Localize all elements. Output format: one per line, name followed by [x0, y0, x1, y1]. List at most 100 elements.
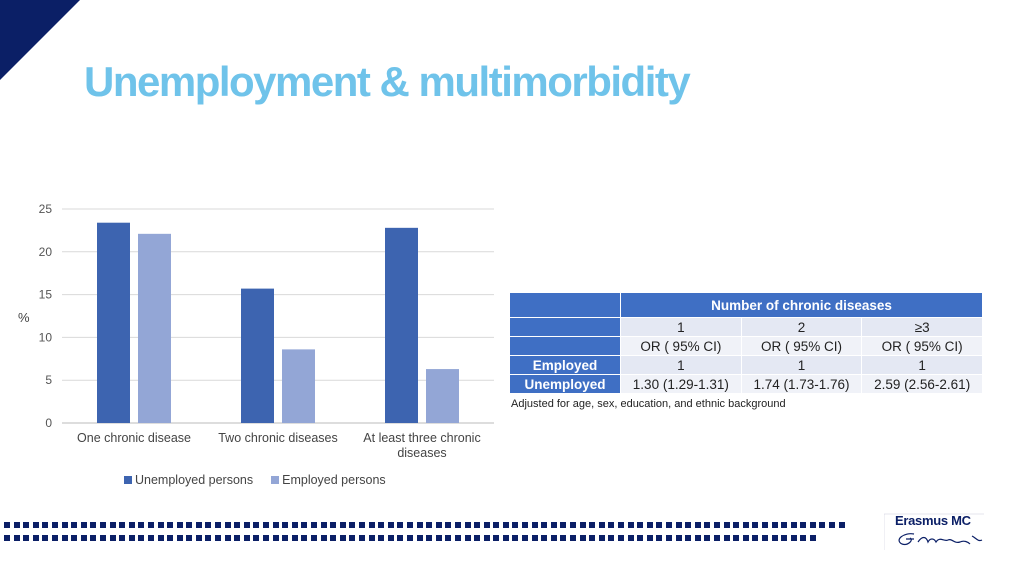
divider-dot — [224, 535, 231, 541]
divider-dot — [282, 535, 289, 541]
legend-label: Unemployed persons — [135, 473, 254, 487]
divider-dot — [474, 522, 481, 528]
divider-dot — [282, 522, 289, 528]
divider-dot — [138, 535, 145, 541]
divider-dot — [493, 535, 500, 541]
divider-dot — [339, 522, 346, 528]
y-axis-ticks: 0 5 10 15 20 25 — [39, 202, 53, 430]
divider-dot — [608, 535, 615, 541]
y-tick-label: 25 — [39, 202, 53, 216]
divider-dot — [742, 535, 749, 541]
divider-dot — [205, 535, 212, 541]
divider-dot — [157, 522, 164, 528]
divider-dot — [483, 535, 490, 541]
divider-dot — [618, 535, 624, 541]
legend-label: Employed persons — [282, 473, 386, 487]
divider-dot — [253, 535, 260, 541]
table-cell: ≥3 — [861, 317, 983, 337]
divider-dot — [291, 535, 298, 541]
divider-dot — [627, 522, 634, 528]
divider-dot — [713, 522, 720, 528]
divider-dot — [685, 522, 692, 528]
bar — [138, 233, 171, 423]
divider-dot — [646, 522, 653, 528]
legend-item-unemployed: Unemployed persons — [124, 473, 253, 487]
divider-dot — [742, 522, 749, 528]
divider-dot — [61, 535, 68, 541]
divider-dot — [704, 522, 711, 528]
divider-dot — [800, 522, 807, 528]
divider-dot — [311, 522, 317, 528]
divider-dot — [445, 535, 452, 541]
divider-dot — [224, 522, 231, 528]
legend-swatch-icon — [271, 476, 280, 484]
divider-dot — [51, 535, 58, 541]
divider-dot — [4, 522, 10, 528]
divider-dot — [838, 522, 845, 528]
divider-dot — [378, 535, 385, 541]
divider-dot — [119, 522, 126, 528]
divider-dot — [809, 535, 816, 541]
divider-dot — [771, 535, 778, 541]
y-tick-label: 15 — [39, 288, 53, 302]
table-cell: 1.74 (1.73-1.76) — [740, 374, 863, 394]
divider-dot — [790, 522, 797, 528]
divider-dot — [195, 535, 202, 541]
row-label: Employed — [509, 355, 621, 375]
divider-dot — [291, 522, 298, 528]
divider-dot — [243, 522, 250, 528]
divider-dot — [167, 522, 174, 528]
divider-dot — [512, 522, 519, 528]
divider-dot — [32, 535, 39, 541]
divider-dot — [330, 535, 337, 541]
divider-dot — [502, 522, 509, 528]
divider-dot — [675, 522, 682, 528]
divider-dot — [61, 522, 68, 528]
table-cell: 1 — [620, 317, 742, 337]
table-cell — [509, 336, 621, 356]
divider-dot — [406, 535, 413, 541]
divider-dot — [694, 522, 701, 528]
y-tick-label: 20 — [39, 245, 53, 259]
divider-dot — [589, 522, 596, 528]
divider-dot — [90, 535, 97, 541]
table-row: OR ( 95% CI) OR ( 95% CI) OR ( 95% CI) — [509, 336, 983, 356]
divider-dot — [147, 522, 154, 528]
divider-dot — [330, 522, 337, 528]
divider-dot — [128, 522, 135, 528]
divider-dot — [685, 535, 692, 541]
divider-dot — [99, 535, 106, 541]
divider-dot — [589, 535, 596, 541]
divider-dot — [694, 535, 701, 541]
x-category-label: At least three chronic — [363, 431, 480, 445]
x-category-label: diseases — [397, 446, 446, 460]
divider-dot — [464, 522, 471, 528]
divider-dot — [42, 522, 49, 528]
divider-dot — [752, 522, 759, 528]
divider-dot — [665, 535, 672, 541]
divider-dot — [368, 535, 375, 541]
divider-dot — [109, 535, 116, 541]
y-tick-label: 5 — [45, 373, 52, 387]
row-label: Unemployed — [509, 374, 621, 394]
divider-dot — [733, 522, 740, 528]
bar — [385, 227, 418, 423]
chart-bars — [97, 222, 459, 423]
table-cell: 2 — [740, 317, 863, 337]
x-category-label: Two chronic diseases — [218, 431, 338, 445]
logo-text: Erasmus MC — [895, 513, 971, 528]
divider-dot — [263, 535, 270, 541]
bar-chart: 0 5 10 15 20 25 One chronic disease Two chroni… — [39, 202, 494, 460]
divider-dot — [23, 535, 30, 541]
corner-decoration — [0, 0, 80, 80]
divider-dot — [618, 522, 624, 528]
divider-dot — [397, 535, 404, 541]
divider-dot — [522, 535, 529, 541]
divider-dot — [493, 522, 500, 528]
divider-dot — [71, 535, 78, 541]
divider-dot — [713, 535, 720, 541]
divider-dot — [368, 522, 375, 528]
divider-dot — [665, 522, 672, 528]
divider-dot — [205, 522, 212, 528]
divider-dot — [483, 522, 490, 528]
